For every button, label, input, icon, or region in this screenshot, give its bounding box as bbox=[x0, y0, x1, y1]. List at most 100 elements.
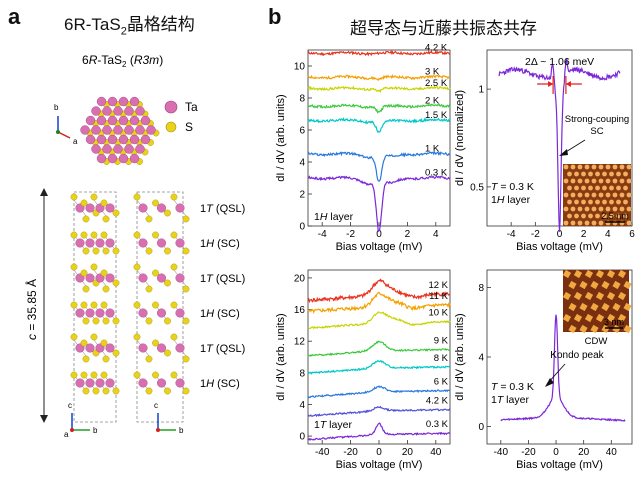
x-tick-label: 40 bbox=[430, 447, 442, 458]
panel-a-title-sub: 2 bbox=[120, 25, 127, 38]
y-tick-label: 0 bbox=[299, 432, 305, 443]
y-tick-label: 16 bbox=[294, 305, 306, 316]
series-line bbox=[307, 175, 451, 233]
stm-inset-image bbox=[563, 164, 632, 226]
s-atom bbox=[145, 317, 153, 325]
s-atom bbox=[182, 285, 190, 293]
ta-atom bbox=[175, 238, 185, 248]
bottom-axes-right: c b bbox=[154, 401, 184, 435]
s-atom bbox=[133, 193, 141, 201]
legend-s-marker bbox=[165, 121, 177, 133]
x-tick-label: -20 bbox=[521, 447, 536, 458]
top-view-lattice bbox=[80, 96, 160, 165]
s-atom bbox=[82, 285, 90, 293]
legend: Ta S bbox=[164, 100, 198, 134]
s-atom bbox=[82, 247, 90, 255]
s-atom bbox=[164, 349, 171, 357]
s-atom bbox=[164, 209, 171, 217]
series-label: 4.2 K bbox=[425, 43, 448, 54]
c-axis-dimension: c = 35.85 Å bbox=[24, 188, 48, 423]
ta-atom bbox=[105, 378, 115, 388]
panel-a-title-main: 6R-TaS bbox=[64, 15, 121, 34]
x-tick-label: 0 bbox=[557, 229, 563, 240]
ta-atom bbox=[107, 134, 118, 145]
y-tick-label: 8 bbox=[478, 283, 484, 294]
s-atom bbox=[100, 339, 108, 347]
s-atom bbox=[80, 269, 88, 277]
legend-ta-marker bbox=[164, 100, 178, 114]
ta-atom bbox=[96, 115, 107, 126]
ta-atom bbox=[175, 308, 185, 318]
ta-atom bbox=[113, 106, 123, 116]
y-tick-label: 8 bbox=[299, 94, 305, 105]
x-tick-label: -4 bbox=[507, 229, 516, 240]
ta-atom bbox=[135, 106, 145, 116]
svg-text:b: b bbox=[54, 103, 59, 112]
svg-text:c: c bbox=[68, 401, 72, 410]
ta-atom bbox=[105, 308, 115, 318]
y-tick-label: 4 bbox=[478, 353, 484, 364]
y-axis-label: dI / dV (arb. units) bbox=[275, 94, 287, 181]
ta-atom bbox=[107, 153, 118, 164]
ta-atom bbox=[95, 378, 105, 388]
y-tick-label: 6 bbox=[299, 126, 305, 137]
ta-atom bbox=[96, 96, 107, 107]
cdw-inset-image bbox=[562, 269, 632, 334]
s-atom bbox=[152, 301, 159, 309]
ta-atom bbox=[85, 343, 95, 353]
ta-atom bbox=[156, 343, 166, 353]
ta-atom bbox=[156, 273, 166, 283]
series-line bbox=[307, 340, 450, 357]
s-atom bbox=[100, 269, 108, 277]
svg-text:b: b bbox=[179, 426, 184, 435]
x-tick-label: -2 bbox=[346, 229, 355, 240]
x-axis-label: Bias voltage (mV) bbox=[336, 459, 423, 471]
x-tick-label: 40 bbox=[606, 447, 618, 458]
x-tick-label: 2 bbox=[581, 229, 587, 240]
s-atom bbox=[182, 355, 190, 363]
series-label: 10 K bbox=[428, 308, 448, 319]
s-atom bbox=[133, 371, 141, 379]
series-line bbox=[307, 116, 451, 133]
s-atom bbox=[92, 317, 100, 325]
ta-atom bbox=[95, 238, 105, 248]
y-tick-label: 4 bbox=[299, 158, 305, 169]
series-line bbox=[307, 74, 451, 82]
series-label: 4.2 K bbox=[426, 396, 449, 407]
ta-atom bbox=[124, 106, 134, 116]
s-atom bbox=[164, 317, 171, 325]
y-tick-label: 1 bbox=[478, 85, 484, 96]
series-line bbox=[307, 151, 451, 182]
s-atom bbox=[170, 263, 178, 271]
ta-atom bbox=[91, 125, 101, 135]
ta-atom bbox=[85, 378, 95, 388]
layer-annotation: 1T layer bbox=[491, 394, 529, 406]
ta-atom bbox=[107, 96, 118, 107]
s-atom bbox=[70, 231, 78, 239]
x-axis-label: Bias voltage (mV) bbox=[516, 241, 603, 253]
series-line bbox=[307, 385, 451, 399]
series-line bbox=[307, 291, 451, 315]
y-tick-label: 0 bbox=[478, 422, 484, 433]
s-atom bbox=[112, 349, 120, 357]
s-atom bbox=[90, 193, 98, 201]
ta-atom bbox=[146, 125, 156, 135]
x-tick-label: -20 bbox=[343, 447, 358, 458]
x-tick-label: 4 bbox=[433, 229, 439, 240]
x-tick-label: -40 bbox=[315, 447, 330, 458]
series-line bbox=[307, 422, 451, 442]
layer-label: 1H (SC) bbox=[200, 238, 240, 250]
series-line bbox=[307, 360, 451, 375]
series-line bbox=[500, 314, 626, 422]
ta-atom bbox=[91, 144, 101, 154]
inset-scale-label: 2.5 nm bbox=[601, 211, 629, 221]
y-axis-label: dI / dV (arb. units) bbox=[455, 313, 466, 400]
x-tick-label: 6 bbox=[629, 229, 635, 240]
s-atom bbox=[152, 269, 159, 277]
layer-annotation: 1H layer bbox=[491, 194, 531, 206]
panel-a-title: 6R-TaS2晶格结构 bbox=[64, 10, 195, 37]
ta-atom bbox=[138, 203, 148, 213]
ta-atom bbox=[129, 115, 140, 126]
layer-label: 1H (SC) bbox=[200, 308, 240, 320]
y-tick-label: 4 bbox=[299, 400, 305, 411]
